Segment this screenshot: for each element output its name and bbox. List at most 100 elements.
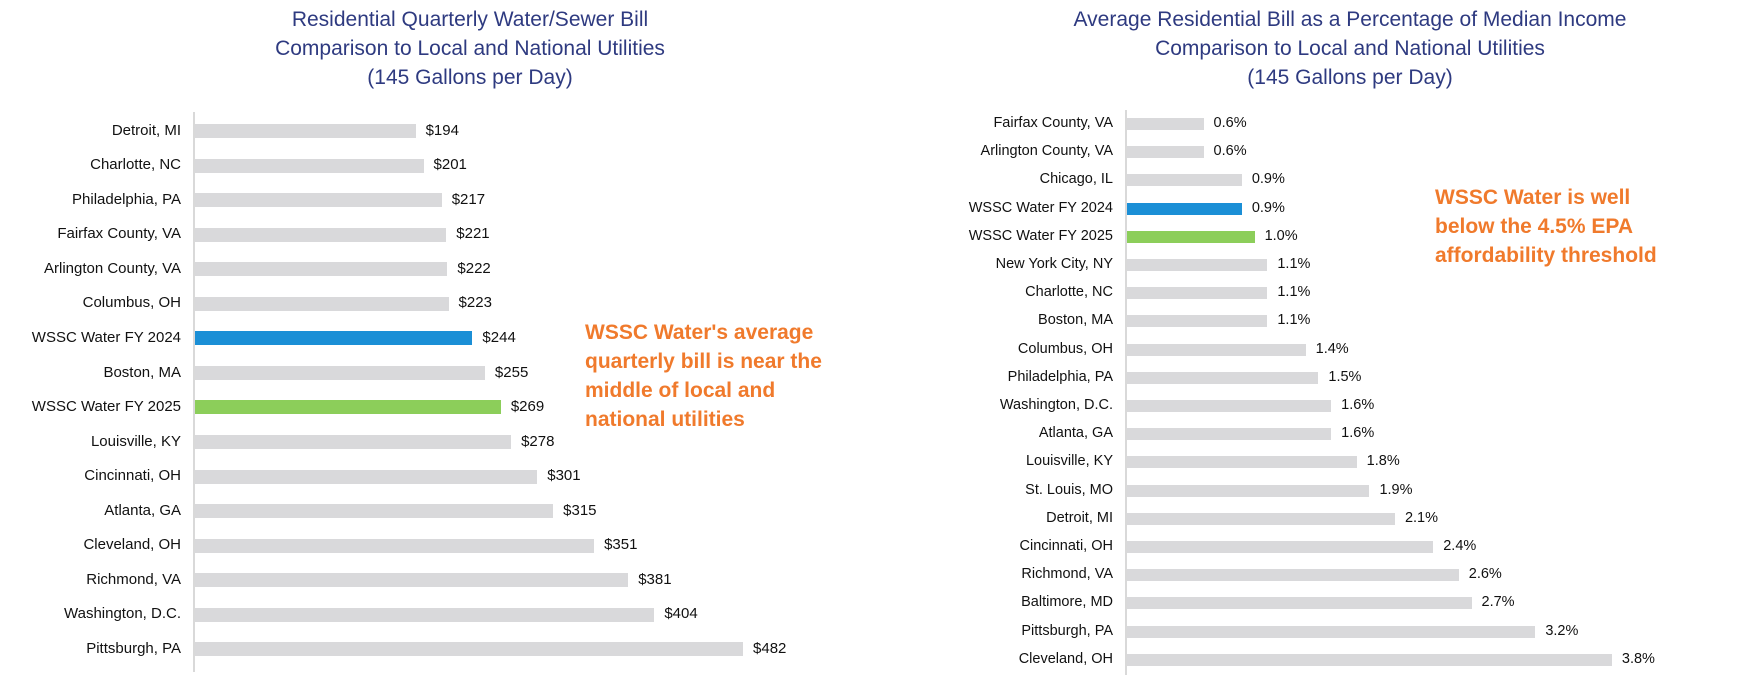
bar [195, 642, 744, 657]
category-label: Washington, D.C. [64, 605, 181, 623]
bar [195, 227, 447, 242]
bar [195, 469, 538, 484]
category-label: Washington, D.C. [999, 397, 1113, 413]
right-callout-line-3: affordability threshold [1435, 244, 1657, 267]
value-label: $301 [547, 467, 581, 485]
bar [195, 158, 424, 173]
category-label: Detroit, MI [1046, 509, 1113, 526]
category-label: Louisville, KY [1025, 453, 1113, 470]
bar [1127, 400, 1332, 412]
value-label: $222 [457, 259, 491, 277]
bar [195, 331, 473, 346]
category-label: Philadelphia, PA [72, 190, 181, 208]
right-callout-line-2: below the 4.5% EPA [1435, 215, 1633, 238]
value-label: 3.8% [1621, 650, 1655, 667]
category-label: New York City, NY [995, 256, 1113, 272]
left-title-line-1: Residential Quarterly Water/Sewer Bill [291, 8, 649, 31]
bar [1127, 287, 1268, 300]
category-label: Pittsburgh, PA [1021, 622, 1113, 639]
bar [1127, 569, 1459, 582]
category-label: Baltimore, MD [1021, 594, 1113, 611]
value-label: 1.1% [1277, 312, 1311, 329]
right-chart-title: Average Residential Bill as a Percentage… [1000, 5, 1700, 92]
category-label: Boston, MA [1038, 312, 1113, 329]
category-label: Charlotte, NC [90, 156, 181, 174]
bar [1127, 653, 1612, 666]
bar [1127, 484, 1370, 497]
category-label: Arlington County, VA [43, 259, 181, 277]
category-label: Arlington County, VA [980, 143, 1113, 160]
bar [1127, 625, 1536, 638]
bar [1127, 343, 1306, 356]
value-label: $223 [458, 294, 492, 312]
value-label: 3.2% [1545, 622, 1579, 639]
bar [1127, 456, 1357, 469]
category-label: WSSC Water FY 2024 [31, 329, 181, 346]
bar [195, 365, 485, 380]
category-label: Cincinnati, OH [1019, 538, 1113, 554]
value-label: 0.9% [1251, 171, 1285, 188]
value-label: 1.6% [1341, 425, 1375, 442]
value-label: 1.5% [1328, 368, 1362, 385]
bar [1127, 597, 1472, 610]
category-label: Atlanta, GA [104, 501, 181, 519]
category-label: Louisville, KY [90, 432, 181, 450]
value-label: $315 [563, 501, 597, 519]
bar [195, 124, 416, 138]
value-label: 2.1% [1404, 509, 1439, 526]
left-title-line-3: (145 Gallons per Day) [367, 66, 573, 89]
category-label: Detroit, MI [111, 121, 181, 139]
category-label: Chicago, IL [1039, 171, 1113, 188]
category-label: Cleveland, OH [1018, 650, 1113, 667]
bar [195, 434, 512, 449]
category-label: Richmond, VA [1021, 566, 1113, 583]
category-label: Fairfax County, VA [57, 225, 181, 243]
category-label: Pittsburgh, PA [86, 639, 181, 657]
value-label: $201 [433, 156, 467, 174]
bar [195, 538, 595, 553]
category-label: Charlotte, NC [1025, 284, 1113, 301]
right-title-line-2: Comparison to Local and National Utiliti… [1155, 37, 1545, 60]
category-label: WSSC Water FY 2025 [968, 227, 1113, 244]
value-label: 2.7% [1481, 594, 1515, 611]
bar [1127, 230, 1255, 243]
category-label: WSSC Water FY 2024 [968, 199, 1113, 216]
category-label: Boston, MA [103, 363, 181, 381]
value-label: 1.4% [1315, 340, 1349, 357]
bar [1127, 371, 1319, 384]
bar [195, 504, 554, 519]
value-label: $244 [482, 329, 516, 346]
bar [1127, 174, 1242, 187]
bar [1127, 202, 1242, 215]
value-label: 0.9% [1251, 199, 1285, 216]
bar [195, 262, 448, 277]
value-label: $269 [510, 398, 545, 416]
bar [1127, 259, 1268, 271]
category-label: Cincinnati, OH [84, 467, 181, 485]
bar [1127, 512, 1395, 525]
category-label: Philadelphia, PA [1007, 368, 1113, 385]
bar [195, 573, 629, 588]
left-callout-line-4: national utilities [585, 408, 745, 431]
value-label: $255 [494, 363, 529, 381]
left-callout-line-1: WSSC Water's average [585, 321, 814, 344]
value-label: 2.6% [1468, 566, 1502, 583]
category-label: Columbus, OH [1017, 340, 1113, 357]
right-callout: WSSC Water is well below the 4.5% EPA af… [1435, 183, 1657, 270]
category-label: Cleveland, OH [83, 536, 181, 554]
right-title-line-1: Average Residential Bill as a Percentage… [1073, 8, 1627, 31]
right-callout-line-1: WSSC Water is well [1435, 186, 1631, 209]
category-label: Columbus, OH [82, 294, 181, 312]
value-label: $194 [425, 121, 459, 139]
value-label: 2.4% [1443, 538, 1477, 554]
bar [195, 607, 655, 622]
bar [1127, 315, 1268, 328]
category-label: WSSC Water FY 2025 [31, 398, 181, 416]
left-chart-title: Residential Quarterly Water/Sewer Bill C… [160, 5, 780, 92]
category-label: Fairfax County, VA [993, 115, 1113, 131]
value-label: 1.0% [1264, 227, 1298, 244]
bar [1127, 118, 1204, 130]
value-label: 1.1% [1277, 284, 1311, 301]
bar [195, 193, 442, 208]
value-label: 1.1% [1277, 256, 1311, 272]
